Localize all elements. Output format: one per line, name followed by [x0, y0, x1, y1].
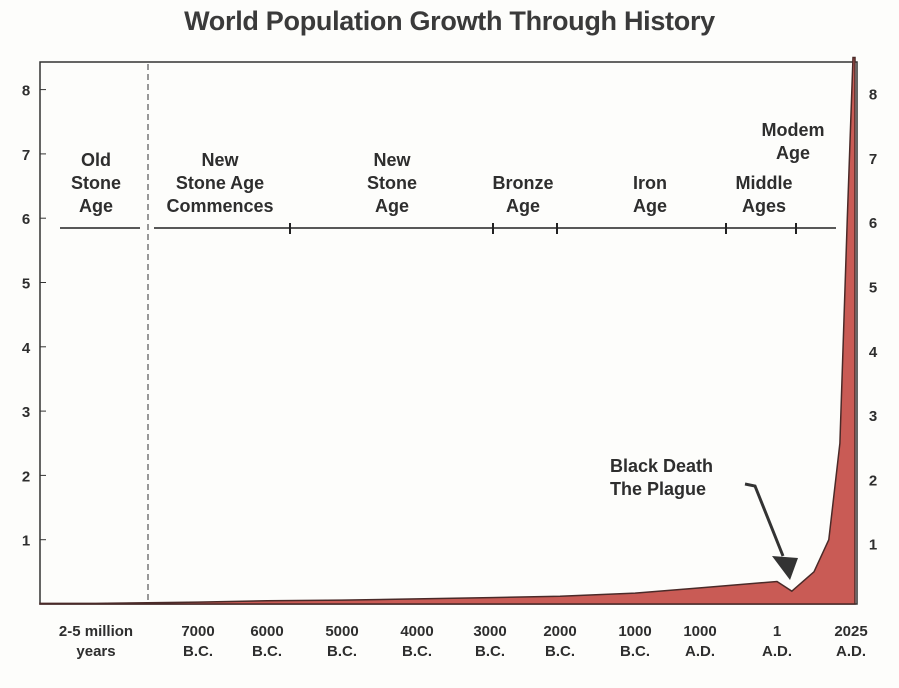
x-tick-label-sub: years	[76, 643, 115, 660]
x-tick-label-sub: A.D.	[836, 643, 866, 660]
x-tick-label: 2000	[543, 623, 576, 640]
era-label-0: Age	[79, 196, 113, 216]
era-label-6: Age	[776, 143, 810, 163]
y-tick-right-4: 4	[869, 344, 878, 361]
y-tick-right-3: 3	[869, 408, 877, 425]
era-label-4: Age	[633, 196, 667, 216]
y-tick-right-7: 7	[869, 151, 877, 168]
population-area	[39, 56, 856, 605]
era-label-1: Stone Age	[176, 173, 264, 193]
x-tick-label-sub: B.C.	[402, 643, 432, 660]
y-tick-right-5: 5	[869, 280, 877, 297]
black-death-label: Black Death	[610, 456, 713, 476]
x-tick-label: 1	[773, 623, 781, 640]
x-tick-label-sub: B.C.	[620, 643, 650, 660]
y-tick-left-5: 5	[22, 276, 30, 293]
era-label-0: Old	[81, 150, 111, 170]
era-label-1: New	[201, 150, 239, 170]
x-tick-label: 7000	[181, 623, 214, 640]
x-tick-label: 3000	[473, 623, 506, 640]
x-tick-label-sub: A.D.	[685, 643, 715, 660]
x-tick-label: 2-5 million	[59, 623, 133, 640]
annotation-arrow-shaft	[744, 482, 785, 557]
y-tick-left-2: 2	[22, 468, 30, 485]
x-tick-label-sub: A.D.	[762, 643, 792, 660]
y-tick-left-6: 6	[22, 211, 30, 228]
annotation-arrow-head	[772, 556, 798, 580]
y-tick-left-1: 1	[22, 533, 30, 550]
y-tick-right-8: 8	[869, 87, 877, 104]
era-label-6: Modem	[762, 120, 825, 140]
chart-title: World Population Growth Through History	[184, 6, 715, 36]
x-tick-label-sub: B.C.	[475, 643, 505, 660]
era-label-1: Commences	[166, 196, 273, 216]
era-label-3: Bronze	[492, 173, 553, 193]
x-tick-label-sub: B.C.	[252, 643, 282, 660]
era-label-2: Stone	[367, 173, 417, 193]
plot-frame	[39, 61, 858, 605]
x-tick-label: 5000	[325, 623, 358, 640]
y-tick-right-2: 2	[869, 472, 877, 489]
x-tick-label: 2025	[834, 623, 867, 640]
x-tick-label: 1000	[683, 623, 716, 640]
era-label-2: Age	[375, 196, 409, 216]
y-tick-left-3: 3	[22, 404, 30, 421]
y-tick-right-6: 6	[869, 215, 877, 232]
x-tick-label: 1000	[618, 623, 651, 640]
x-tick-label-sub: B.C.	[183, 643, 213, 660]
y-tick-left-4: 4	[22, 340, 31, 357]
era-label-2: New	[373, 150, 411, 170]
era-label-5: Middle	[736, 173, 793, 193]
era-label-3: Age	[506, 196, 540, 216]
black-death-label: The Plague	[610, 479, 706, 499]
x-tick-label: 4000	[400, 623, 433, 640]
y-tick-left-7: 7	[22, 147, 30, 164]
y-tick-right-1: 1	[869, 537, 877, 554]
x-tick-label-sub: B.C.	[545, 643, 575, 660]
era-label-0: Stone	[71, 173, 121, 193]
era-label-4: Iron	[633, 173, 667, 193]
y-tick-left-8: 8	[22, 83, 30, 100]
era-label-5: Ages	[742, 196, 786, 216]
x-tick-label-sub: B.C.	[327, 643, 357, 660]
x-tick-label: 6000	[250, 623, 283, 640]
